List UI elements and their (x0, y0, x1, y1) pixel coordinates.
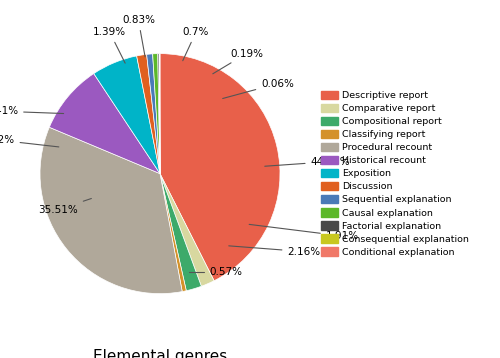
Text: 0.19%: 0.19% (213, 49, 263, 74)
Wedge shape (159, 54, 160, 174)
Text: Elemental genres: Elemental genres (93, 349, 227, 358)
Wedge shape (158, 54, 160, 174)
Text: 9.72%: 9.72% (0, 135, 59, 147)
Text: 1.91%: 1.91% (249, 224, 359, 241)
Text: 0.7%: 0.7% (183, 27, 209, 61)
Wedge shape (94, 56, 160, 174)
Text: 0.57%: 0.57% (189, 267, 242, 277)
Wedge shape (146, 54, 160, 174)
Wedge shape (40, 127, 182, 294)
Text: 35.51%: 35.51% (38, 198, 92, 215)
Text: 1.39%: 1.39% (93, 27, 126, 63)
Wedge shape (160, 174, 214, 286)
Wedge shape (136, 54, 160, 174)
Wedge shape (160, 174, 186, 291)
Text: 44.09%: 44.09% (265, 157, 350, 166)
Text: 0.83%: 0.83% (122, 15, 155, 57)
Text: 0.06%: 0.06% (222, 79, 294, 98)
Text: 6.41%: 6.41% (0, 106, 64, 116)
Wedge shape (50, 73, 160, 174)
Wedge shape (160, 174, 202, 291)
Legend: Descriptive report, Comparative report, Compositional report, Classifying report: Descriptive report, Comparative report, … (320, 91, 470, 257)
Wedge shape (152, 54, 160, 174)
Wedge shape (160, 54, 280, 281)
Text: 2.16%: 2.16% (229, 246, 320, 257)
